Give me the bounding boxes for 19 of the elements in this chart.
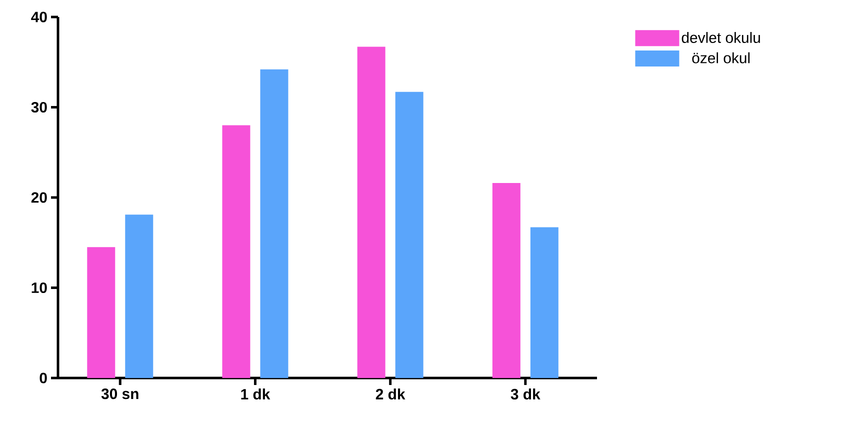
x-tick-label: 2 dk bbox=[376, 388, 406, 400]
y-tick-label: 30 bbox=[31, 102, 47, 113]
legend-label: özel okul bbox=[692, 52, 750, 64]
legend-label: devlet okulu bbox=[682, 32, 760, 43]
x-tick-label: 3 dk bbox=[510, 388, 540, 400]
x-tick-label: 30 sn bbox=[101, 388, 138, 400]
x-tick-label: 1 dk bbox=[241, 388, 270, 400]
bar bbox=[125, 214, 154, 378]
bar bbox=[357, 46, 386, 378]
bar bbox=[530, 227, 558, 378]
y-tick-label: 10 bbox=[32, 282, 47, 294]
bar bbox=[87, 247, 116, 378]
y-tick-label: 0 bbox=[40, 372, 47, 384]
bar bbox=[492, 183, 520, 378]
y-tick-label: 20 bbox=[31, 192, 47, 203]
bar bbox=[222, 125, 250, 378]
y-tick-label: 40 bbox=[31, 12, 47, 22]
bar bbox=[395, 92, 424, 378]
bar bbox=[260, 69, 288, 378]
